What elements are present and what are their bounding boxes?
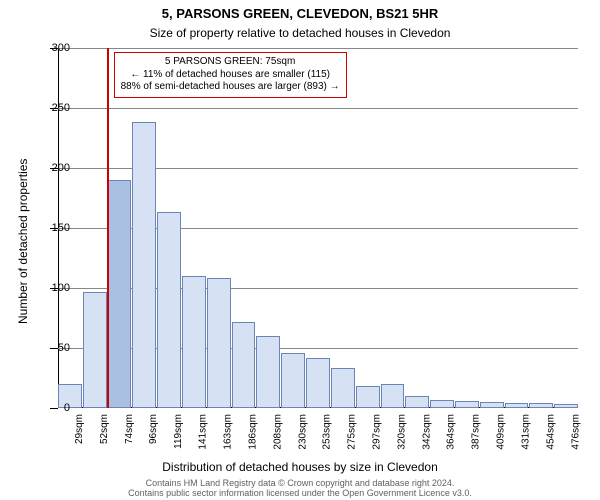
histogram-bar [331,368,355,408]
histogram-bar [281,353,305,408]
histogram-bar [256,336,280,408]
y-tick-label: 150 [30,222,70,234]
x-tick-label: 342sqm [421,414,432,450]
x-tick-label: 409sqm [496,414,507,450]
histogram-bar [157,212,181,408]
histogram-bar [108,180,132,408]
histogram-bar [356,386,380,408]
y-tick-label: 200 [30,162,70,174]
y-tick-label: 100 [30,282,70,294]
y-tick-label: 250 [30,102,70,114]
x-tick-label: 476sqm [570,414,581,450]
chart-title: 5, PARSONS GREEN, CLEVEDON, BS21 5HR [0,6,600,21]
y-tick-label: 0 [30,402,70,414]
x-tick-label: 454sqm [545,414,556,450]
x-tick-label: 208sqm [272,414,283,450]
histogram-bar [83,292,107,408]
annotation-line3: 88% of semi-detached houses are larger (… [121,81,340,94]
chart-container: 5, PARSONS GREEN, CLEVEDON, BS21 5HR Siz… [0,0,600,500]
gridline [58,108,578,109]
x-tick-label: 186sqm [248,414,259,450]
x-tick-label: 163sqm [223,414,234,450]
histogram-bar [182,276,206,408]
x-tick-label: 320sqm [396,414,407,450]
x-tick-label: 74sqm [124,414,135,444]
histogram-bar [480,402,504,408]
annotation-box: 5 PARSONS GREEN: 75sqm← 11% of detached … [114,52,347,98]
copyright-line-1: Contains HM Land Registry data © Crown c… [0,478,600,488]
histogram-bar [207,278,231,408]
histogram-bar [132,122,156,408]
histogram-bar [505,403,529,408]
copyright: Contains HM Land Registry data © Crown c… [0,478,600,498]
x-tick-label: 275sqm [347,414,358,450]
histogram-bar [430,400,454,408]
x-tick-label: 431sqm [520,414,531,450]
histogram-bar [405,396,429,408]
y-axis-title: Number of detached properties [16,158,30,323]
histogram-bar [232,322,256,408]
x-tick-label: 29sqm [74,414,85,444]
histogram-bar [306,358,330,408]
x-tick-label: 141sqm [198,414,209,450]
histogram-bar [529,403,553,408]
histogram-bar [455,401,479,408]
histogram-bar [554,404,578,408]
copyright-line-2: Contains public sector information licen… [0,488,600,498]
x-tick-label: 96sqm [148,414,159,444]
y-tick-label: 300 [30,42,70,54]
x-tick-label: 230sqm [297,414,308,450]
x-tick-label: 297sqm [372,414,383,450]
x-axis-title: Distribution of detached houses by size … [0,460,600,474]
x-tick-label: 119sqm [173,414,184,449]
x-tick-label: 364sqm [446,414,457,450]
plot-area [58,48,578,408]
histogram-bar [381,384,405,408]
annotation-line2: ← 11% of detached houses are smaller (11… [121,69,340,82]
chart-subtitle: Size of property relative to detached ho… [0,26,600,40]
annotation-line1: 5 PARSONS GREEN: 75sqm [121,56,340,69]
gridline [58,48,578,49]
x-tick-label: 387sqm [471,414,482,450]
marker-line [107,48,109,408]
x-tick-label: 253sqm [322,414,333,450]
y-tick-label: 50 [30,342,70,354]
x-tick-label: 52sqm [99,414,110,444]
